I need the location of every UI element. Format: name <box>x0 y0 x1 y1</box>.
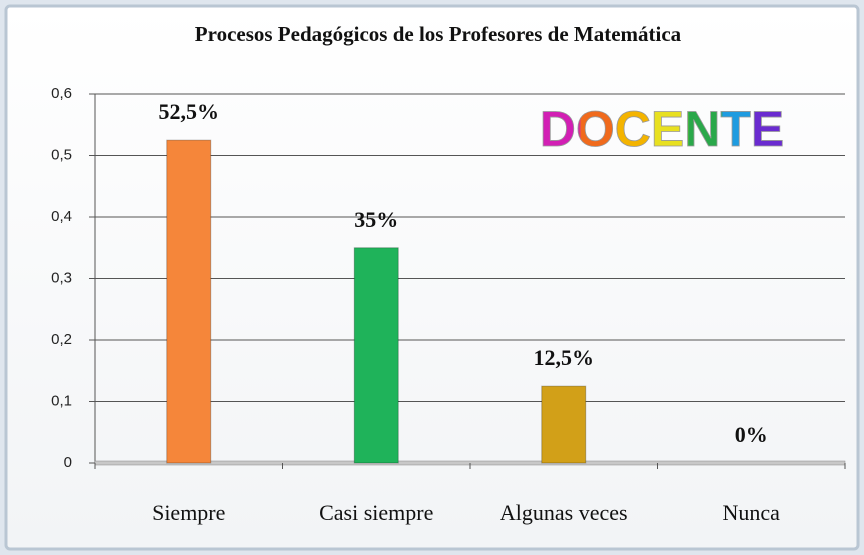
y-tick-label: 0,3 <box>51 269 72 286</box>
y-tick-label: 0,5 <box>51 146 72 163</box>
y-tick-label: 0,1 <box>51 392 72 409</box>
x-tick-label: Casi siempre <box>319 500 433 525</box>
x-tick-label: Nunca <box>723 500 781 525</box>
value-label: 52,5% <box>159 99 220 124</box>
bar <box>166 139 212 464</box>
value-label: 35% <box>354 207 398 232</box>
x-tick-label: Siempre <box>152 500 225 525</box>
bar <box>353 247 399 464</box>
chart-title: Procesos Pedagógicos de los Profesores d… <box>195 22 682 46</box>
chart-frame <box>4 4 860 551</box>
y-tick-label: 0,2 <box>51 331 72 348</box>
value-label: 0% <box>735 422 768 447</box>
x-tick-label: Algunas veces <box>500 500 628 525</box>
annotation: DOCENTE <box>540 101 784 157</box>
y-tick-label: 0,4 <box>51 208 72 225</box>
bar <box>541 385 587 464</box>
value-label: 12,5% <box>534 345 595 370</box>
y-tick-label: 0,6 <box>51 85 72 102</box>
y-tick-label: 0 <box>64 454 72 471</box>
